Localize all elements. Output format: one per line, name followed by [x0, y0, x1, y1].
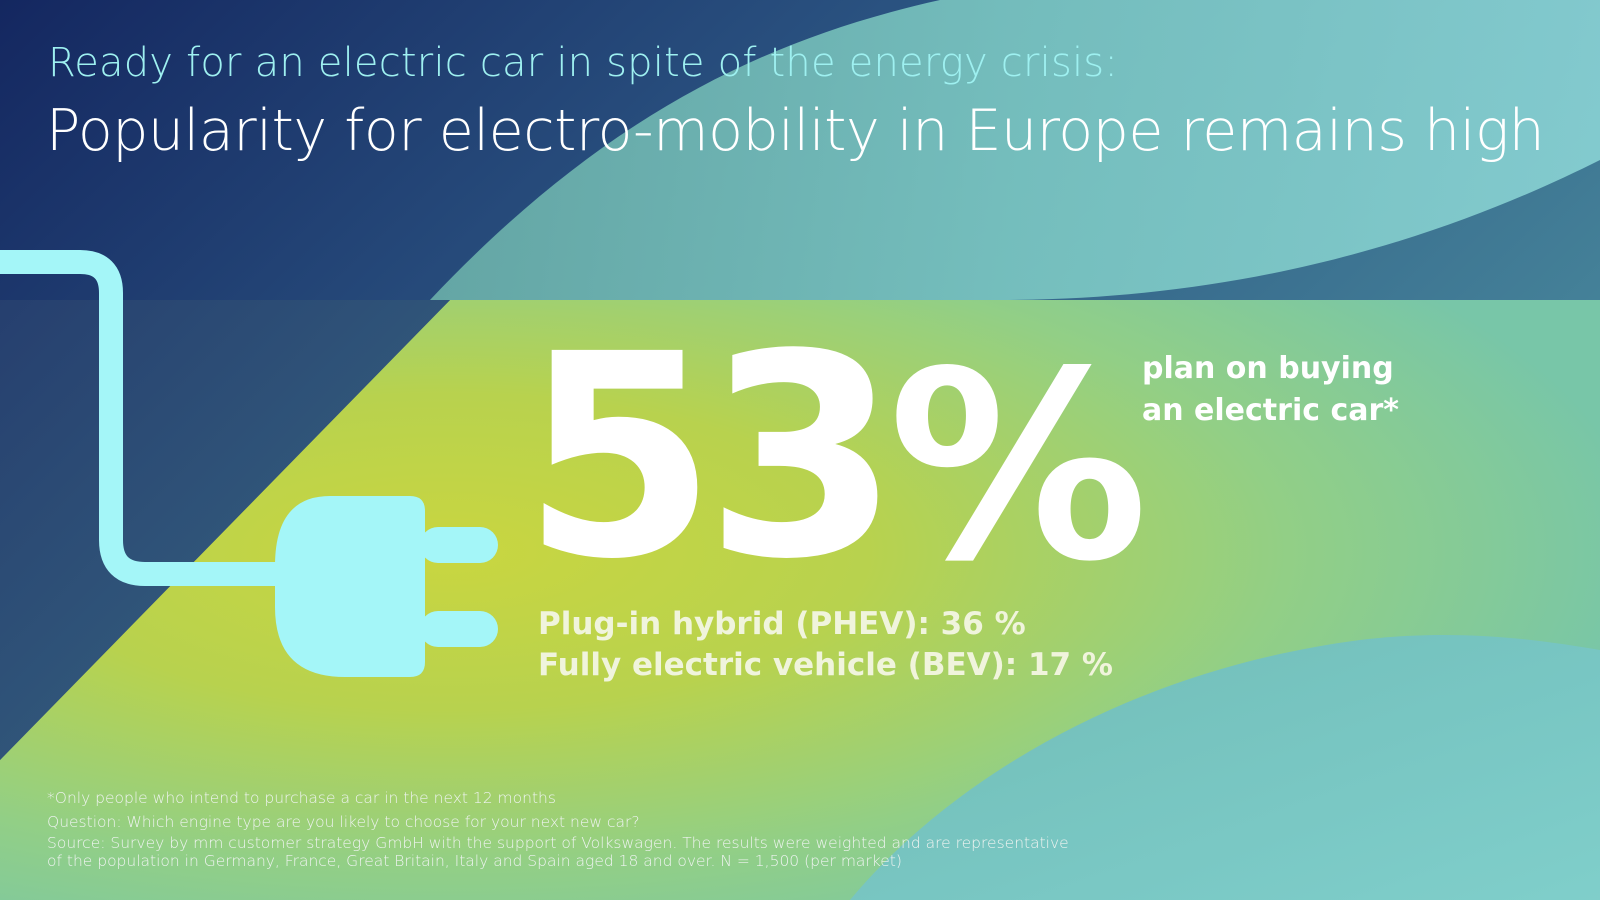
- footnotes: *Only people who intend to purchase a ca…: [47, 786, 1069, 870]
- footnote-source-line1: Source: Survey by mm customer strategy G…: [47, 834, 1069, 852]
- footnote-question: Question: Which engine type are you like…: [47, 813, 640, 831]
- stat-label: plan on buying an electric car*: [1142, 348, 1399, 432]
- footnote-note: *Only people who intend to purchase a ca…: [47, 789, 556, 807]
- breakdown: Plug-in hybrid (PHEV): 36 % Fully electr…: [538, 604, 1113, 686]
- breakdown-phev: Plug-in hybrid (PHEV): 36 %: [538, 606, 1026, 642]
- breakdown-bev: Fully electric vehicle (BEV): 17 %: [538, 647, 1113, 683]
- subtitle: Ready for an electric car in spite of th…: [48, 40, 1119, 86]
- page-title: Popularity for electro-mobility in Europ…: [46, 98, 1545, 164]
- stat-label-line2: an electric car*: [1142, 393, 1399, 428]
- footnote-source-line2: of the population in Germany, France, Gr…: [47, 852, 902, 870]
- stat-value: 53: [522, 295, 900, 621]
- stat-label-line1: plan on buying: [1142, 351, 1394, 386]
- stat-unit: %: [888, 317, 1149, 619]
